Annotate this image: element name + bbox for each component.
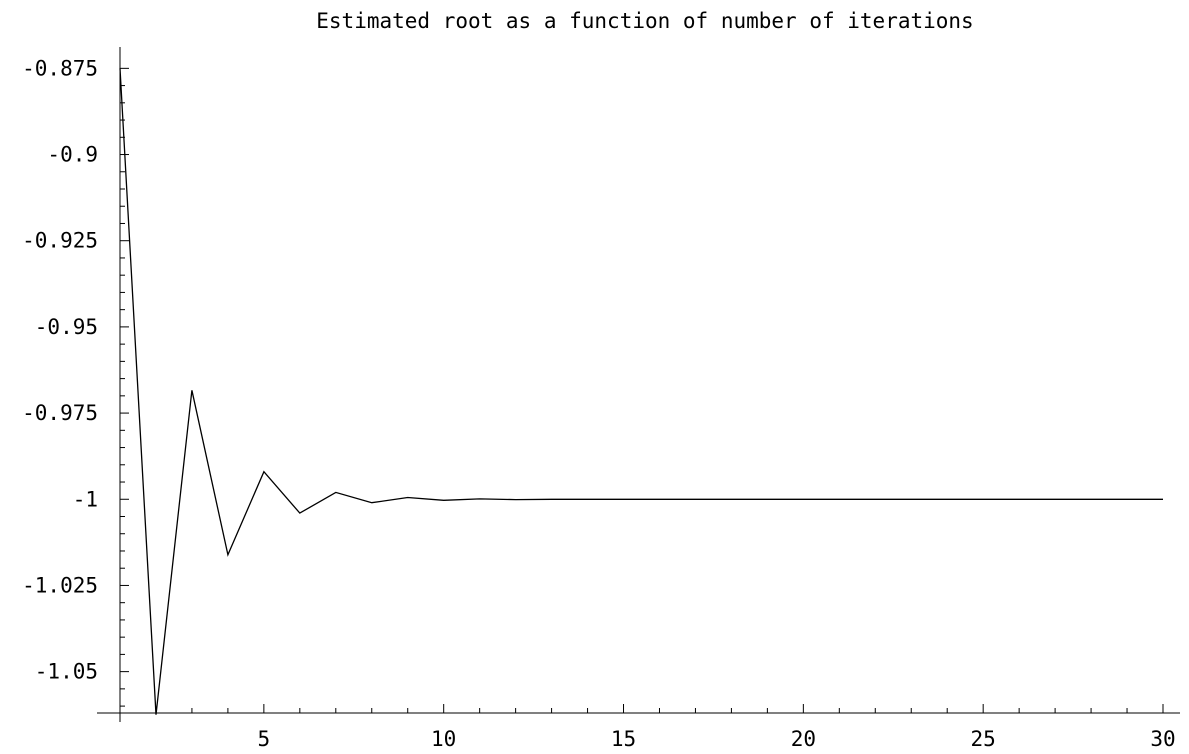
- y-tick-label: -0.875: [22, 56, 98, 80]
- y-tick-label: -0.925: [22, 229, 98, 253]
- x-tick-label: 15: [611, 727, 636, 751]
- y-tick-label: -0.9: [47, 143, 98, 167]
- x-tick-label: 25: [971, 727, 996, 751]
- x-tick-label: 20: [791, 727, 816, 751]
- series-line: [119, 68, 1163, 715]
- x-axis-ticks: 5 10 15 20 25 30: [155, 704, 1176, 751]
- axes: [97, 47, 1180, 722]
- y-tick-label: -0.975: [22, 401, 98, 425]
- x-tick-label: 10: [431, 727, 456, 751]
- y-axis-ticks: -0.875 -0.9 -0.925 -0.95 -0.975 -1 -1.025 -1.05: [22, 56, 129, 707]
- chart-title: Estimated root as a function of number o…: [316, 9, 973, 33]
- y-tick-label: -1.025: [22, 573, 98, 597]
- x-tick-label: 5: [258, 727, 271, 751]
- series-layer: [119, 68, 1163, 715]
- y-tick-label: -1.05: [35, 660, 98, 684]
- y-tick-label: -1: [73, 487, 98, 511]
- x-tick-label: 30: [1150, 727, 1175, 751]
- y-tick-label: -0.95: [35, 315, 98, 339]
